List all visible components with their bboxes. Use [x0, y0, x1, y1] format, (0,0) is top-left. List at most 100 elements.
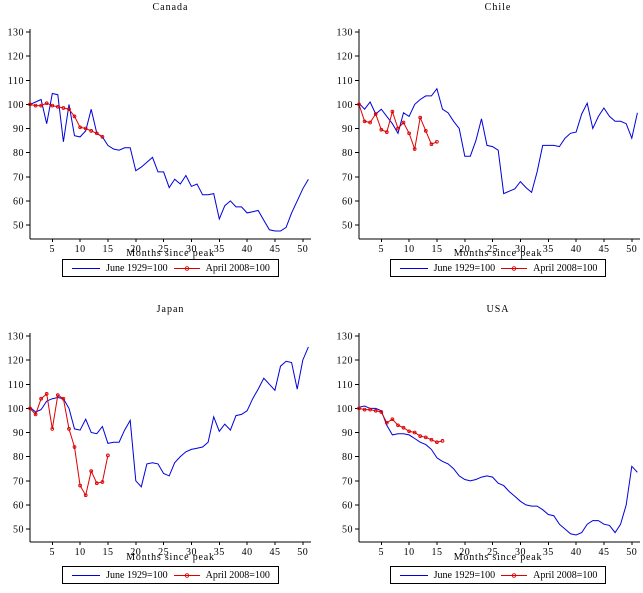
data-point-marker	[67, 107, 71, 112]
legend-label-2008: April 2008=100	[533, 262, 598, 274]
x-tick-label: 30	[515, 244, 526, 255]
data-point-marker	[39, 396, 43, 401]
plot-area-canada: 50 60 70 80 90 100 110 120 130 5 10 15 20 25 30 35 40 45 5…	[8, 28, 311, 255]
legend: June 1929=100 April 2008=100	[10, 566, 331, 584]
data-point-marker	[61, 106, 66, 110]
y-tick-label: 120	[8, 52, 25, 63]
x-tick-label: 35	[543, 244, 554, 255]
data-point-marker	[390, 109, 395, 114]
data-point-marker	[362, 407, 367, 412]
y-tick-label: 100	[337, 100, 354, 111]
data-point-marker	[67, 427, 71, 431]
chart-title-canada: Canada	[152, 2, 189, 13]
legend-line-sample-1929	[399, 574, 428, 576]
chart-panel-canada: Canada 50 60 70 80 90 100 110 120 130 5 10 15 20 25 30…	[0, 0, 321, 296]
y-tick-label: 130	[337, 28, 354, 39]
data-point-marker	[44, 392, 49, 396]
legend: June 1929=100 April 2008=100	[337, 259, 643, 277]
data-point-marker	[401, 120, 406, 125]
x-axis-label: Months since peak	[453, 248, 543, 259]
x-tick-label: 15	[102, 244, 113, 255]
y-tick-label: 70	[342, 172, 353, 183]
x-tick-label: 30	[515, 547, 526, 558]
data-point-marker	[379, 410, 384, 414]
series-june-1929-line	[358, 405, 638, 536]
x-tick-label: 20	[459, 244, 470, 255]
y-tick-label: 60	[13, 500, 24, 511]
x-tick-label: 10	[75, 244, 86, 255]
legend-box: June 1929=100 April 2008=100	[389, 566, 607, 584]
y-tick-label: 110	[337, 76, 353, 87]
series-april-2008-line	[358, 104, 438, 151]
x-tick-label: 40	[571, 244, 582, 255]
data-point-marker	[384, 130, 389, 134]
plot-area-japan: 50 60 70 80 90 100 110 120 130 5 10 15 20 25 30 35 40 45 5…	[8, 332, 311, 558]
data-point-marker	[61, 396, 66, 401]
x-tick-label: 30	[186, 244, 197, 255]
y-tick-label: 60	[342, 196, 353, 207]
data-point-marker	[78, 125, 82, 130]
x-tick-label: 25	[158, 244, 169, 255]
x-tick-label: 20	[459, 547, 470, 558]
chart-title-chile: Chile	[484, 2, 512, 13]
legend-label-1929: June 1929=100	[433, 569, 496, 581]
y-tick-label: 120	[337, 52, 354, 63]
data-point-marker	[33, 412, 38, 417]
data-point-marker	[362, 119, 367, 124]
data-point-marker	[379, 127, 384, 132]
x-tick-label: 5	[379, 547, 385, 558]
x-tick-label: 35	[543, 547, 554, 558]
data-point-marker	[368, 407, 372, 412]
x-tick-label: 5	[50, 547, 56, 558]
chart-panel-japan: Japan 50 60 70 80 90 100 110 120 130 5 10 15 20 25 30 3…	[0, 296, 321, 593]
y-tick-label: 50	[13, 221, 24, 232]
y-tick-label: 130	[337, 332, 354, 343]
y-tick-label: 90	[342, 428, 353, 439]
x-tick-label: 50	[297, 547, 308, 558]
series-april-2008-line	[358, 407, 443, 443]
data-point-marker	[440, 439, 445, 443]
data-point-marker	[435, 440, 439, 445]
legend: June 1929=100 April 2008=100	[10, 259, 331, 277]
data-point-marker	[357, 406, 361, 411]
data-point-marker	[78, 483, 82, 488]
y-tick-label: 110	[8, 76, 24, 87]
series-june-1929-line	[358, 87, 638, 195]
data-point-marker	[39, 103, 43, 108]
y-tick-label: 100	[8, 404, 25, 415]
y-tick-label: 100	[8, 100, 25, 111]
data-point-marker	[100, 135, 105, 139]
data-point-marker	[412, 430, 417, 435]
legend-line-sample-2008	[501, 572, 528, 578]
data-point-marker	[423, 129, 428, 133]
y-tick-label: 110	[8, 380, 24, 391]
data-point-marker	[94, 481, 99, 486]
data-point-marker	[50, 103, 55, 108]
x-tick-label: 45	[598, 547, 609, 558]
series-june-1929-line	[29, 92, 309, 232]
data-point-marker	[429, 437, 434, 442]
legend-label-2008: April 2008=100	[205, 262, 270, 274]
legend-label-2008: April 2008=100	[533, 569, 598, 581]
data-point-marker	[28, 406, 32, 411]
data-point-marker	[396, 423, 400, 428]
plot-area-chile: 50 60 70 80 90 100 110 120 130 5 10 15 20 25 30 35 40 45 5…	[337, 28, 640, 255]
x-tick-label: 5	[379, 244, 385, 255]
y-tick-label: 50	[342, 221, 353, 232]
x-axis-label: Months since peak	[126, 552, 215, 563]
data-point-marker	[44, 101, 49, 106]
y-tick-label: 80	[13, 452, 24, 463]
x-tick-label: 40	[571, 547, 582, 558]
legend-line-sample-1929	[399, 267, 428, 269]
y-tick-label: 90	[342, 124, 353, 135]
x-tick-label: 10	[75, 547, 86, 558]
y-tick-label: 80	[13, 148, 24, 159]
y-tick-label: 80	[342, 148, 353, 159]
data-point-marker	[55, 393, 60, 397]
x-tick-label: 50	[297, 244, 308, 255]
x-tick-label: 35	[214, 547, 225, 558]
x-tick-label: 15	[431, 547, 442, 558]
chart-title-japan: Japan	[156, 304, 185, 315]
data-point-marker	[100, 480, 105, 484]
